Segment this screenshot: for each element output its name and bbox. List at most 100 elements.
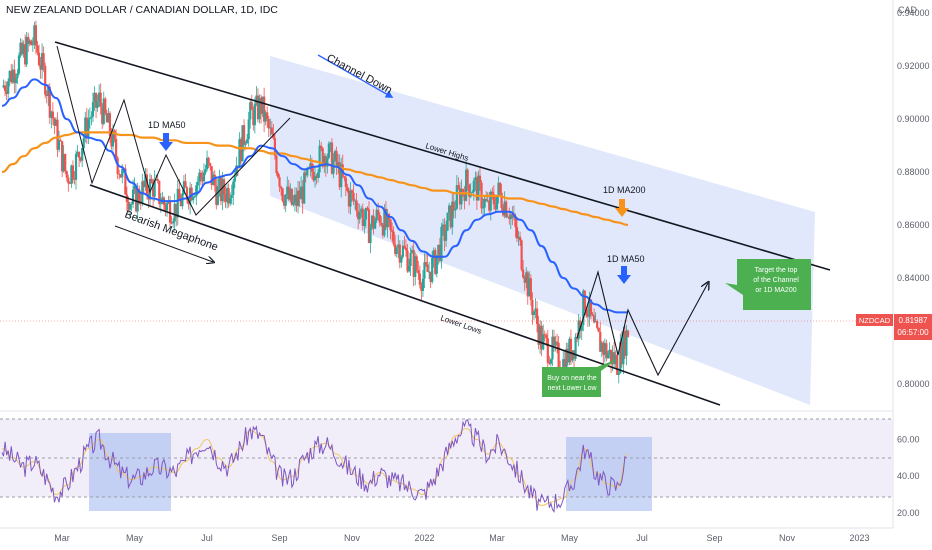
candle-body	[301, 186, 304, 204]
candle-body	[135, 185, 138, 212]
candle-body	[158, 180, 161, 205]
candle-body	[337, 162, 340, 167]
candle-body	[196, 181, 199, 186]
candle-body	[448, 205, 451, 213]
candle-body	[403, 245, 406, 249]
svg-text:next Lower Low: next Lower Low	[547, 385, 597, 392]
price-tag: NZDCAD 0.81987 06:57:00	[856, 314, 932, 340]
candle-body	[295, 194, 298, 206]
candle-body	[588, 299, 591, 317]
candle-body	[532, 311, 536, 315]
candle-body	[93, 92, 96, 103]
candle-body	[412, 250, 415, 277]
candle-body	[5, 90, 8, 94]
candle-body	[324, 156, 327, 167]
candle-body	[7, 81, 10, 94]
candle-body	[179, 200, 182, 207]
candle-body	[477, 175, 480, 201]
candle-body	[74, 153, 78, 180]
candle-body	[252, 109, 255, 126]
candle-body	[312, 171, 315, 181]
candle-body	[592, 315, 596, 323]
candle-body	[327, 143, 330, 158]
candle-body	[420, 284, 423, 291]
candle-body	[418, 273, 421, 285]
candle-body	[96, 101, 99, 108]
candle-body	[503, 201, 506, 216]
candle-body	[451, 201, 454, 228]
candle-body	[557, 342, 560, 368]
candle-body	[3, 85, 7, 91]
candle-body	[367, 209, 371, 244]
candle-body	[583, 290, 586, 310]
candle-body	[505, 201, 508, 218]
candle-body	[427, 271, 431, 273]
candle-body	[286, 186, 289, 195]
candle-body	[304, 172, 307, 176]
candle-body	[193, 196, 196, 198]
candle-body	[241, 125, 244, 162]
candle-body	[199, 172, 203, 177]
rsi-line	[1, 419, 627, 513]
candle-body	[131, 189, 135, 205]
candle-body	[377, 209, 380, 215]
candle-body	[489, 191, 492, 211]
candle-body	[16, 73, 19, 79]
candle-body	[182, 181, 186, 194]
candle-body	[511, 214, 514, 218]
candle-body	[440, 226, 443, 261]
candle-body	[68, 183, 71, 185]
candle-body	[10, 71, 13, 83]
megaphone-top-line	[54, 41, 831, 271]
candle-body	[281, 188, 284, 201]
candle-body	[272, 134, 275, 139]
candle-body	[626, 330, 630, 337]
candle-body	[600, 342, 603, 352]
candle-body	[580, 325, 583, 331]
candle-body	[395, 247, 398, 254]
candle-body	[298, 190, 301, 200]
candle-body	[215, 185, 218, 205]
candle-body	[85, 117, 88, 137]
candle-body	[124, 168, 127, 195]
candle-body	[585, 309, 588, 316]
y-tick-label: 0.92000	[897, 61, 930, 71]
candle-body	[622, 330, 625, 365]
candle-body	[347, 191, 351, 207]
candle-body	[313, 175, 317, 181]
candle-body	[309, 163, 312, 169]
candle-body	[512, 215, 516, 218]
candle-body	[202, 172, 206, 182]
candle-body	[13, 69, 16, 84]
candle-body	[375, 209, 378, 221]
candle-body	[474, 177, 477, 181]
y-tick-label: 0.94000	[897, 8, 930, 18]
candle-body	[571, 350, 574, 361]
candle-body	[168, 200, 172, 223]
candle-body	[486, 200, 489, 202]
candle-body	[461, 189, 465, 193]
rsi-tick-label: 40.00	[897, 471, 920, 481]
candle-body	[263, 96, 266, 122]
candle-body	[110, 135, 113, 147]
candle-body	[514, 215, 517, 228]
candle-body	[623, 330, 627, 356]
candle-body	[355, 200, 358, 212]
candle-body	[204, 169, 207, 173]
candle-body	[56, 119, 59, 150]
candle-body	[82, 138, 85, 149]
candle-body	[409, 252, 412, 266]
candle-body	[48, 87, 51, 118]
candle-body	[73, 179, 76, 180]
candle-body	[323, 156, 326, 167]
candle-body	[394, 244, 397, 254]
callout-target: Target the top of the Channel or 1D MA20…	[725, 259, 811, 310]
candle-body	[238, 139, 241, 169]
candle-body	[255, 95, 258, 104]
ann-ma200: 1D MA200	[603, 185, 646, 195]
candle-body	[70, 165, 73, 184]
candle-body	[296, 190, 300, 206]
candle-body	[389, 219, 392, 231]
candle-body	[372, 215, 375, 229]
